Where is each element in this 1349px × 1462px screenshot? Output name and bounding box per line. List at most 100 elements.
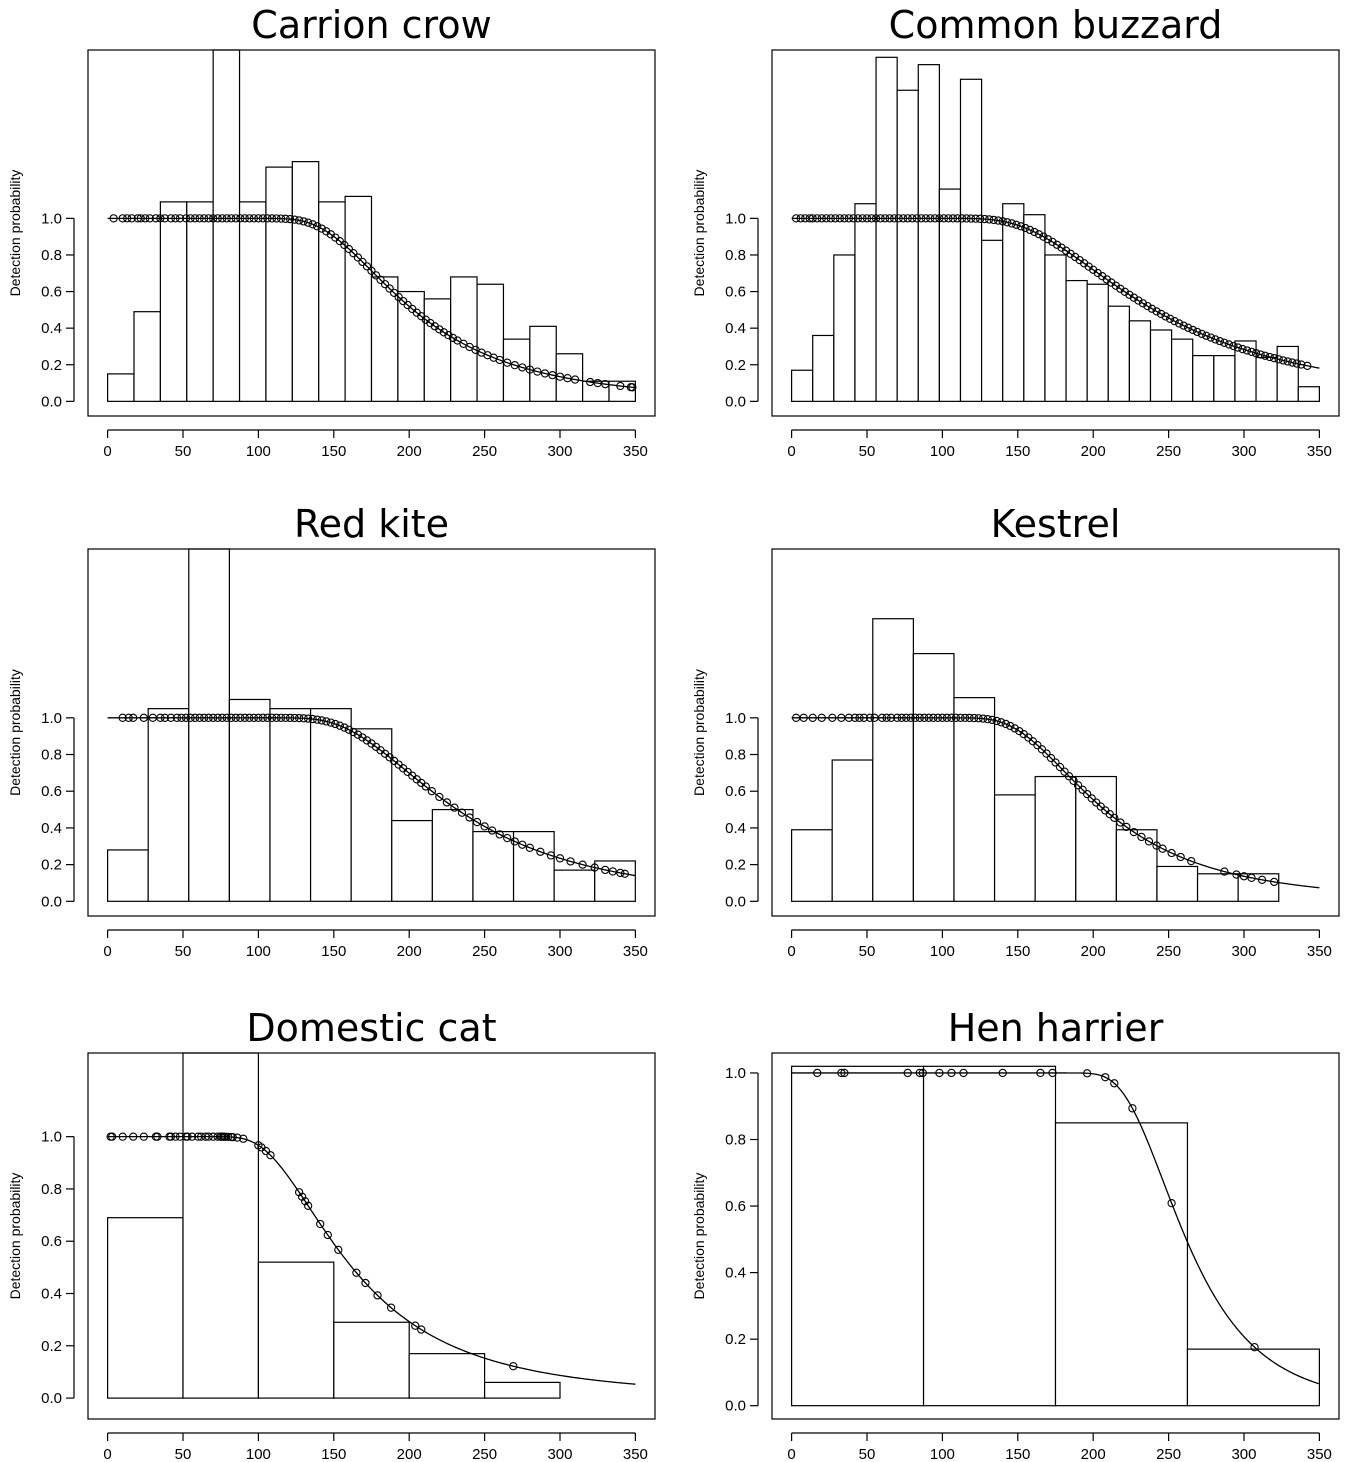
observation-point <box>308 220 317 229</box>
observation-point <box>231 713 240 722</box>
histogram-bar <box>1023 214 1046 402</box>
observation-point <box>204 1132 213 1141</box>
y-tick-label: 0.0 <box>41 1390 62 1407</box>
histogram-bar <box>309 708 352 902</box>
observation-point <box>281 713 290 723</box>
plot-frame <box>87 548 656 917</box>
x-tick-label: 50 <box>859 943 876 960</box>
y-tick-label: 0.0 <box>41 393 62 410</box>
observation-point <box>894 214 903 223</box>
histogram-bar <box>1156 865 1199 902</box>
observation-point <box>791 214 801 223</box>
observation-point <box>1229 341 1238 351</box>
observation-point <box>962 214 971 223</box>
observation-point <box>983 715 992 724</box>
observation-point <box>258 214 268 223</box>
x-tick-label: 50 <box>175 943 192 960</box>
histogram-bar <box>833 254 856 402</box>
observation-point <box>951 713 961 722</box>
observation-point <box>902 713 911 722</box>
y-tick-label: 0.0 <box>41 893 62 910</box>
x-tick-label: 150 <box>321 1446 346 1462</box>
observation-point <box>989 215 998 225</box>
observation-point <box>1143 301 1152 311</box>
x-tick-label: 350 <box>623 1446 648 1462</box>
observation-point <box>317 224 326 233</box>
observation-point <box>992 716 1001 726</box>
observation-point <box>947 1068 956 1078</box>
observation-point <box>1078 785 1087 794</box>
observation-point <box>371 271 381 280</box>
x-tick-label: 200 <box>1081 1446 1106 1462</box>
histogram-bar <box>896 89 919 402</box>
histogram-bar <box>269 708 312 902</box>
observation-point <box>290 713 299 723</box>
observation-point <box>266 1151 275 1160</box>
observation-point <box>876 214 885 223</box>
histogram-bar <box>953 697 996 902</box>
observation-point <box>335 721 344 730</box>
observation-point <box>1175 319 1184 328</box>
histogram-bar <box>265 166 293 402</box>
x-tick-label: 250 <box>1156 943 1181 960</box>
y-tick-label: 1.0 <box>41 210 62 227</box>
observation-point <box>439 328 449 337</box>
observation-point <box>1265 352 1274 362</box>
observation-point <box>1060 767 1069 776</box>
observation-point <box>915 1068 924 1078</box>
observation-point <box>808 713 817 722</box>
observation-point <box>1144 837 1154 846</box>
y-tick-label: 0.6 <box>41 284 62 301</box>
observation-point <box>1039 232 1048 241</box>
y-tick-label: 0.6 <box>41 783 62 800</box>
histogram-bar <box>1075 775 1117 902</box>
observation-point <box>186 214 195 223</box>
observation-point <box>1206 333 1215 342</box>
observation-point <box>411 1321 420 1330</box>
y-tick-label: 1.0 <box>41 1129 62 1146</box>
observation-point <box>1220 867 1229 876</box>
observation-point <box>840 1068 849 1078</box>
observation-point <box>316 1219 325 1229</box>
y-tick-label: 0.2 <box>41 857 62 874</box>
observation-point <box>1247 873 1256 882</box>
observation-point <box>304 714 313 723</box>
observation-point <box>929 713 938 722</box>
observation-point <box>1128 1104 1137 1113</box>
observation-point <box>129 713 138 722</box>
observation-point <box>1043 235 1053 244</box>
y-tick-label: 0.0 <box>725 393 746 410</box>
observation-point <box>957 214 967 223</box>
observation-point <box>195 214 204 223</box>
x-tick-label: 200 <box>1081 943 1106 960</box>
y-tick-label: 0.0 <box>725 893 746 910</box>
x-tick-label: 350 <box>1307 943 1332 960</box>
x-tick-label: 50 <box>175 1446 192 1462</box>
observation-point <box>616 868 625 878</box>
observation-point <box>249 713 259 722</box>
observation-point <box>985 215 994 224</box>
histogram-bar <box>790 369 814 402</box>
histogram-bar <box>1297 386 1320 402</box>
observation-point <box>213 713 222 722</box>
plot-frame <box>87 49 656 417</box>
observation-point <box>1110 1079 1119 1088</box>
observation-point <box>199 713 209 722</box>
observation-point <box>118 713 127 722</box>
observation-point <box>240 214 249 223</box>
chart-panel-1: 0 50 100 150 200 250 300 350 0.0 0.2 0.4 0.6 0.8 1.0 D… <box>7 3 656 460</box>
observation-point <box>1036 1068 1045 1078</box>
observation-point <box>1251 349 1261 358</box>
y-axis-label: Detection probability <box>691 669 707 796</box>
observation-point <box>930 214 940 223</box>
observation-point <box>912 214 921 223</box>
observation-point <box>171 214 180 223</box>
observation-point <box>304 1201 313 1210</box>
observation-point <box>353 730 363 739</box>
observation-point <box>563 374 572 383</box>
chart-title: Common buzzard <box>889 3 1223 47</box>
observation-point <box>166 1132 176 1141</box>
histogram-bar <box>476 283 505 402</box>
observation-point <box>299 714 308 723</box>
observation-point <box>227 214 236 223</box>
